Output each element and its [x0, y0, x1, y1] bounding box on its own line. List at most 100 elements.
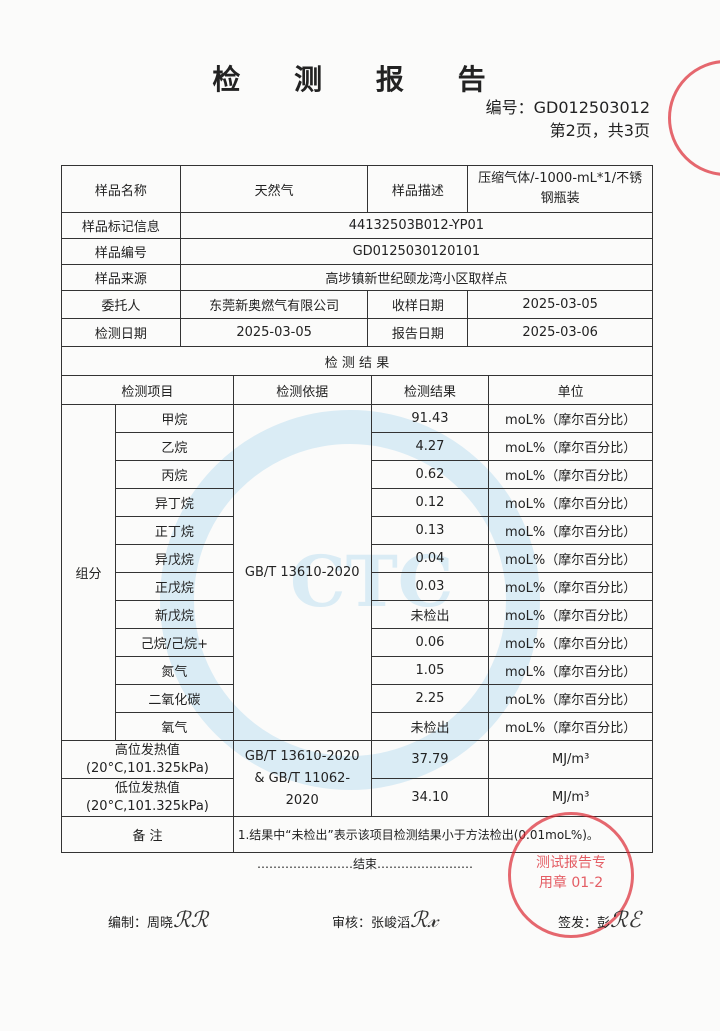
heat-method: GB/T 13610-2020 & GB/T 11062-2020 — [232, 740, 372, 817]
component-name: 正丁烷 — [114, 516, 234, 545]
label: 委托人 — [61, 290, 181, 319]
results-title: 检 测 结 果 — [61, 346, 653, 376]
component-name: 新戊烷 — [114, 600, 234, 629]
report-date: 2025-03-06 — [467, 318, 653, 347]
component-row: 组分 甲烷 GB/T 13610-2020 91.43 moL%（摩尔百分比） — [61, 404, 653, 741]
component-unit: moL%（摩尔百分比） — [488, 628, 653, 657]
component-row: 丙烷 0.62 moL%（摩尔百分比） — [62, 460, 653, 489]
reviewed-by: 审核：张峻滔ℛ𝓍 — [332, 908, 438, 933]
component-row: 异丁烷 0.12 moL%（摩尔百分比） — [62, 488, 653, 517]
component-value: 0.06 — [370, 628, 490, 657]
component-value: 91.43 — [370, 404, 490, 433]
receive-date: 2025-03-05 — [467, 290, 653, 319]
component-unit: moL%（摩尔百分比） — [488, 432, 653, 461]
label: 收样日期 — [367, 290, 469, 319]
low-heat-label: 低位发热值 (20°C,101.325kPa) — [61, 778, 234, 817]
component-row: 新戊烷 未检出 moL%（摩尔百分比） — [62, 600, 653, 629]
high-heat-value: 37.79 — [370, 740, 490, 779]
component-unit: moL%（摩尔百分比） — [488, 572, 653, 601]
component-row: 异戊烷 0.04 moL%（摩尔百分比） — [62, 544, 653, 573]
component-value: 0.12 — [370, 488, 490, 517]
label: 样品描述 — [367, 165, 469, 213]
stamp-text: 测试报告专用章 01-2 — [536, 855, 606, 891]
results-table: 检测项目 检测依据 检测结果 单位 组分 甲烷 GB/T 13610-2020 91.43 m… — [61, 375, 654, 853]
signature-scribble: ℛℰ — [610, 908, 641, 933]
component-row: 乙烷 4.27 moL%（摩尔百分比） — [62, 432, 653, 461]
component-value: 4.27 — [370, 432, 490, 461]
sample-mark: 44132503B012-YP01 — [179, 212, 654, 239]
component-value: 未检出 — [370, 600, 490, 629]
component-value: 0.04 — [370, 544, 490, 573]
component-unit: moL%（摩尔百分比） — [488, 460, 653, 489]
component-unit: moL%（摩尔百分比） — [488, 544, 653, 573]
component-value: 0.03 — [370, 572, 490, 601]
component-name: 正戊烷 — [114, 572, 234, 601]
component-row: 正戊烷 0.03 moL%（摩尔百分比） — [62, 572, 653, 601]
label: 低位发热值 — [114, 780, 180, 796]
report-title: 检 测 报 告 — [212, 63, 508, 96]
reviewed-label: 审核：张峻滔 — [332, 916, 411, 931]
sample-source: 高埗镇新世纪颐龙湾小区取样点 — [179, 264, 654, 291]
component-value: 0.62 — [370, 460, 490, 489]
header: 检测项目 — [61, 375, 234, 405]
component-unit: moL%（摩尔百分比） — [488, 488, 653, 517]
component-unit: moL%（摩尔百分比） — [488, 712, 653, 741]
component-unit: moL%（摩尔百分比） — [488, 684, 653, 713]
heat-unit: MJ/m³ — [488, 778, 653, 817]
component-row: 正丁烷 0.13 moL%（摩尔百分比） — [62, 516, 653, 545]
component-value: 未检出 — [370, 712, 490, 741]
component-name: 氧气 — [114, 712, 234, 741]
component-name: 乙烷 — [114, 432, 234, 461]
test-date: 2025-03-05 — [179, 318, 369, 347]
component-name: 氮气 — [114, 656, 234, 685]
sample-name: 天然气 — [179, 165, 369, 213]
issued-by: 签发：彭ℛℰ — [558, 908, 641, 933]
signature-scribble: ℛℛ — [173, 908, 209, 933]
report-number-block: 编号：GD012503012 第2页，共3页 — [486, 96, 650, 142]
sample-desc: 压缩气体/-1000-mL*1/不锈钢瓶装 — [467, 165, 653, 213]
label: 样品编号 — [61, 238, 181, 265]
component-value: 0.13 — [370, 516, 490, 545]
compiled-label: 编制：周晓 — [108, 916, 174, 931]
inspection-stamp: 测试报告专用章 01-2 — [508, 812, 634, 938]
low-heat-value: 34.10 — [370, 778, 490, 817]
component-name: 甲烷 — [114, 404, 234, 433]
component-name: 己烷/己烷+ — [114, 628, 234, 657]
sample-no: GD0125030120101 — [179, 238, 654, 265]
component-value: 1.05 — [370, 656, 490, 685]
label: 检测日期 — [61, 318, 181, 347]
label: 报告日期 — [367, 318, 469, 347]
component-row: 氮气 1.05 moL%（摩尔百分比） — [62, 656, 653, 685]
label: 样品标记信息 — [61, 212, 181, 239]
component-unit: moL%（摩尔百分比） — [488, 656, 653, 685]
header: 检测结果 — [370, 375, 490, 405]
report-number: 编号：GD012503012 — [485, 98, 650, 117]
issued-label: 签发：彭 — [558, 916, 611, 931]
component-name: 异丁烷 — [114, 488, 234, 517]
condition: (20°C,101.325kPa) — [85, 760, 209, 776]
header: 检测依据 — [232, 375, 372, 405]
component-name: 二氧化碳 — [114, 684, 234, 713]
component-name: 丙烷 — [114, 460, 234, 489]
condition: (20°C,101.325kPa) — [85, 798, 209, 814]
signature-scribble: ℛ𝓍 — [410, 908, 438, 933]
compiled-by: 编制：周晓ℛℛ — [108, 908, 208, 933]
header: 单位 — [488, 375, 653, 405]
group-label: 组分 — [61, 404, 116, 741]
component-name: 异戊烷 — [114, 544, 234, 573]
method: GB/T 13610-2020 — [232, 404, 372, 741]
end-marker: ……………………结束…………………… — [256, 857, 473, 871]
label: 高位发热值 — [114, 742, 180, 758]
client: 东莞新奥燃气有限公司 — [179, 290, 369, 319]
component-unit: moL%（摩尔百分比） — [488, 404, 653, 433]
remark-label: 备 注 — [61, 816, 234, 853]
component-unit: moL%（摩尔百分比） — [488, 516, 653, 545]
component-value: 2.25 — [370, 684, 490, 713]
component-unit: moL%（摩尔百分比） — [488, 600, 653, 629]
sample-info-table: 样品名称 天然气 样品描述 压缩气体/-1000-mL*1/不锈钢瓶装 样品标记信息 4… — [61, 165, 654, 376]
heat-unit: MJ/m³ — [488, 740, 653, 779]
label: 样品名称 — [61, 165, 181, 213]
label: 样品来源 — [61, 264, 181, 291]
high-heat-label: 高位发热值 (20°C,101.325kPa) — [61, 740, 234, 779]
